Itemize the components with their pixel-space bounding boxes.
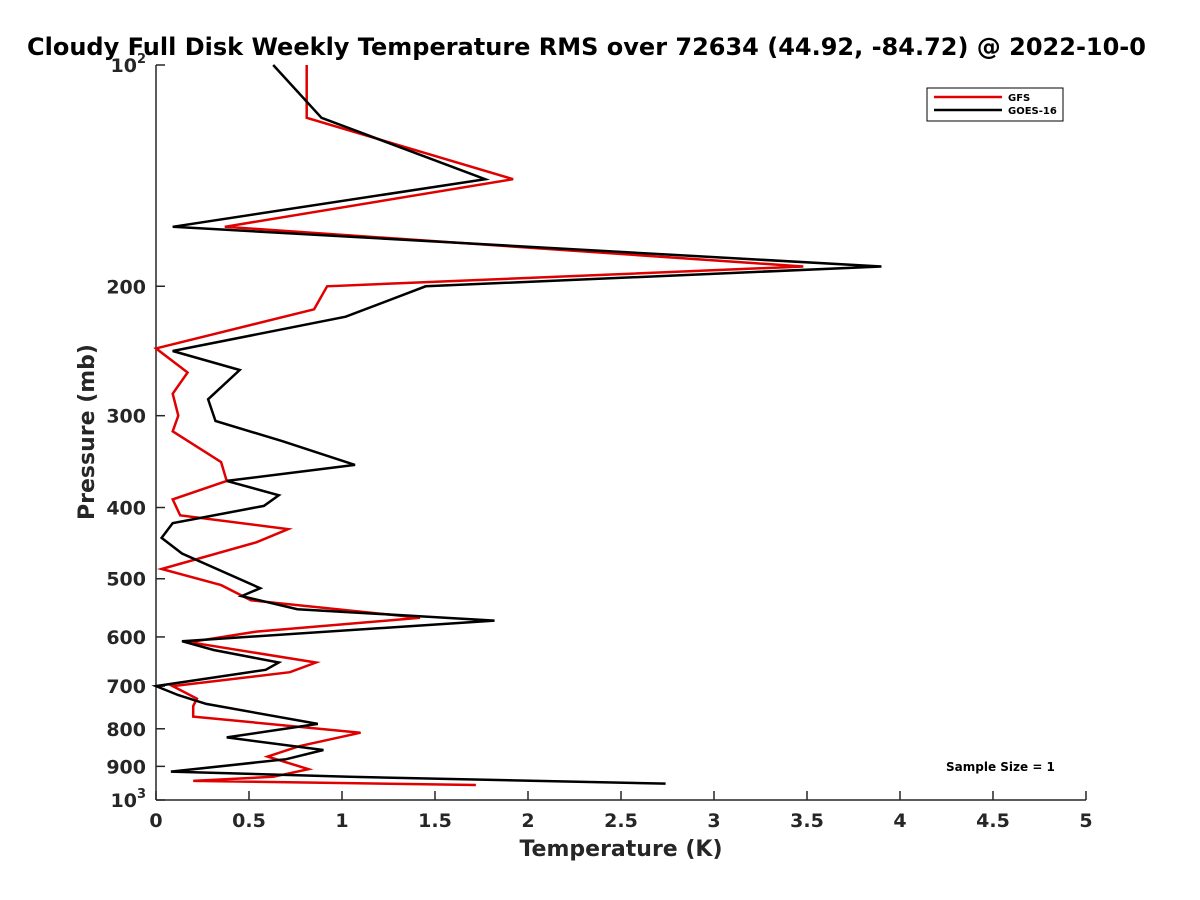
legend-label-goes16: GOES-16 xyxy=(1008,106,1057,117)
x-tick-label: 5 xyxy=(1079,810,1092,832)
y-tick-label: 500 xyxy=(106,569,146,591)
x-tick-label: 2 xyxy=(521,810,534,832)
y-tick-label: 103 xyxy=(111,787,147,812)
y-tick-label: 700 xyxy=(106,676,146,698)
chart-title: Cloudy Full Disk Weekly Temperature RMS … xyxy=(27,33,1146,61)
plot-area: 0 0.5 1 1.5 2 2.5 3 3.5 4 4.5 5 102 200 300 400 500 600… xyxy=(106,52,1092,832)
y-tick-label: 400 xyxy=(106,498,146,520)
legend-label-gfs: GFS xyxy=(1008,93,1030,104)
x-tick-label: 2.5 xyxy=(604,810,638,832)
x-ticks: 0 0.5 1 1.5 2 2.5 3 3.5 4 4.5 5 xyxy=(149,791,1093,832)
sample-size-annotation: Sample Size = 1 xyxy=(946,760,1055,774)
legend-box xyxy=(926,87,1064,122)
series-lines xyxy=(151,64,882,787)
x-tick-label: 3 xyxy=(707,810,720,832)
x-tick-label: 1.5 xyxy=(418,810,452,832)
legend: GFS GOES-16 xyxy=(926,87,1064,122)
series-line-gfs xyxy=(153,65,804,787)
y-axis-label: Pressure (mb) xyxy=(75,344,100,520)
x-tick-label: 0 xyxy=(149,810,162,832)
y-tick-label: 800 xyxy=(106,719,146,741)
x-tick-label: 1 xyxy=(335,810,348,832)
y-tick-label: 102 xyxy=(111,52,147,77)
y-tick-label: 200 xyxy=(106,276,146,298)
x-tick-label: 4.5 xyxy=(976,810,1010,832)
x-tick-label: 4 xyxy=(893,810,906,832)
y-tick-label: 600 xyxy=(106,627,146,649)
x-tick-label: 3.5 xyxy=(790,810,824,832)
x-axis-label: Temperature (K) xyxy=(519,837,722,862)
x-tick-label: 0.5 xyxy=(232,810,266,832)
y-tick-label: 900 xyxy=(106,756,146,778)
series-line-goes16 xyxy=(151,64,882,785)
y-tick-label: 300 xyxy=(106,406,146,428)
y-ticks: 102 200 300 400 500 600 700 800 900 103 xyxy=(106,52,165,812)
